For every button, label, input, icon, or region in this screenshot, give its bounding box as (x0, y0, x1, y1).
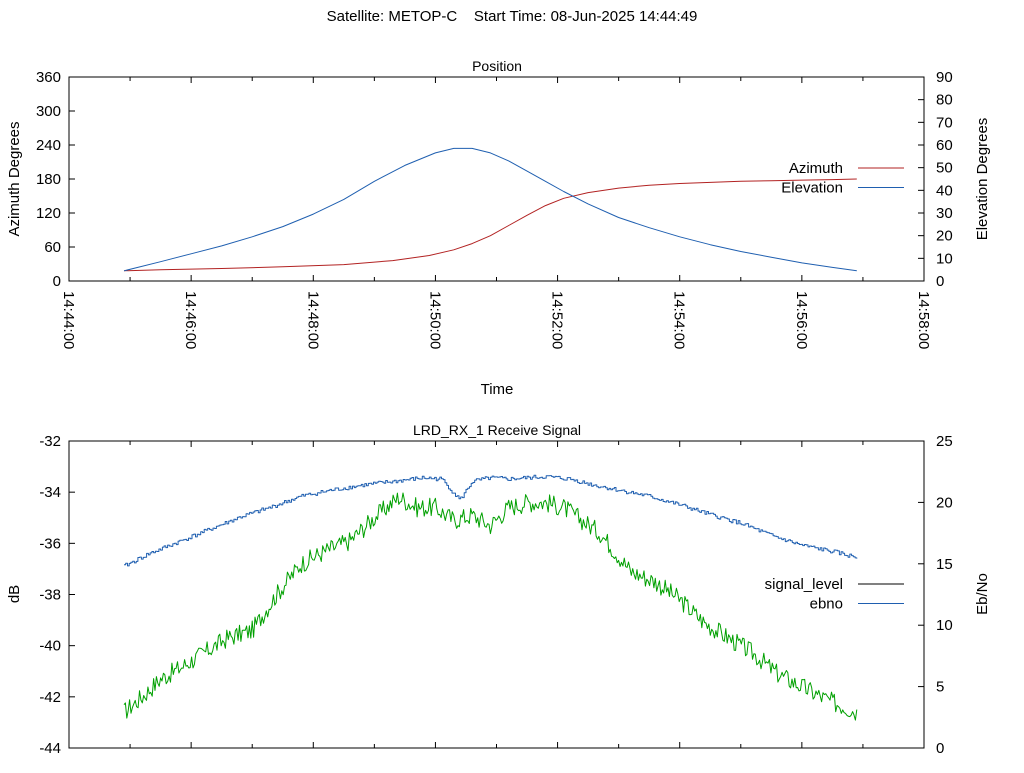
y-tick-label: -34 (39, 484, 61, 501)
y2-tick-label: 5 (936, 679, 944, 696)
y2-tick-label: 15 (936, 556, 953, 573)
position-y2label: Elevation Degrees (974, 118, 991, 241)
y-tick-label: 180 (36, 171, 61, 188)
y-tick-label: 120 (36, 205, 61, 222)
position-chart-title: Position (472, 58, 522, 74)
y-tick-label: -42 (39, 689, 61, 706)
legend-label-Azimuth: Azimuth (789, 160, 843, 177)
position-ylabel: Azimuth Degrees (6, 121, 23, 236)
series-line-Elevation (123, 147, 857, 272)
start-time-label: Start Time: 08-Jun-2025 14:44:49 (473, 8, 698, 25)
series-line-Azimuth (123, 178, 857, 272)
y2-tick-label: 60 (936, 137, 953, 154)
y-tick-label: 60 (44, 239, 61, 256)
y2-tick-label: 30 (936, 205, 953, 222)
signal-chart: -44 -42 -40 -38 -36 -34 -32 0 5 10 15 20 25 signal_le… (39, 433, 952, 757)
x-tick-label: 14:52:00 (549, 291, 566, 349)
x-tick-label: 14:50:00 (426, 291, 443, 349)
y2-tick-label: 50 (936, 160, 953, 177)
signal-y2label: Eb/No (974, 573, 991, 615)
position-xlabel: Time (481, 381, 514, 398)
page-title: Satellite: METOP-C Start Time: 08-Jun-20… (0, 8, 1024, 25)
plot-frame (68, 440, 925, 749)
x-tick-label: 14:48:00 (304, 291, 321, 349)
y-tick-label: 0 (53, 273, 61, 290)
y-tick-label: -38 (39, 587, 61, 604)
y-tick-label: -36 (39, 535, 61, 552)
y2-tick-label: 25 (936, 433, 953, 450)
y2-tick-label: 10 (936, 250, 953, 267)
position-chart: 14:44:00 14:46:00 14:48:00 14:50:00 14:52:00… (36, 69, 953, 349)
y-tick-label: -40 (39, 638, 61, 655)
x-tick-label: 14:54:00 (671, 291, 688, 349)
y2-tick-label: 90 (936, 69, 953, 86)
series-line-ebno (124, 474, 858, 567)
y2-tick-label: 0 (936, 273, 944, 290)
y-tick-label: 300 (36, 103, 61, 120)
legend-label-ebno: ebno (810, 596, 843, 613)
legend-label-Elevation: Elevation (781, 180, 843, 197)
y2-tick-label: 80 (936, 92, 953, 109)
y2-tick-label: 10 (936, 617, 953, 634)
y2-tick-label: 70 (936, 114, 953, 131)
legend-label-signal_level: signal_level (765, 576, 843, 593)
x-tick-label: 14:56:00 (793, 291, 810, 349)
x-tick-label: 14:58:00 (915, 291, 932, 349)
satellite-label: Satellite: METOP-C (326, 8, 458, 25)
y-tick-label: 360 (36, 69, 61, 86)
y2-tick-label: 20 (936, 228, 953, 245)
signal-chart-title: LRD_RX_1 Receive Signal (413, 422, 581, 438)
y2-tick-label: 40 (936, 182, 953, 199)
y2-tick-label: 0 (936, 740, 944, 757)
y-tick-label: -44 (39, 740, 61, 757)
x-tick-label: 14:46:00 (182, 291, 199, 349)
x-tick-label: 14:44:00 (60, 291, 77, 349)
signal-ylabel: dB (6, 585, 23, 603)
series-line-signal_level (123, 492, 858, 721)
y2-tick-label: 20 (936, 494, 953, 511)
y-tick-label: -32 (39, 433, 61, 450)
y-tick-label: 240 (36, 137, 61, 154)
